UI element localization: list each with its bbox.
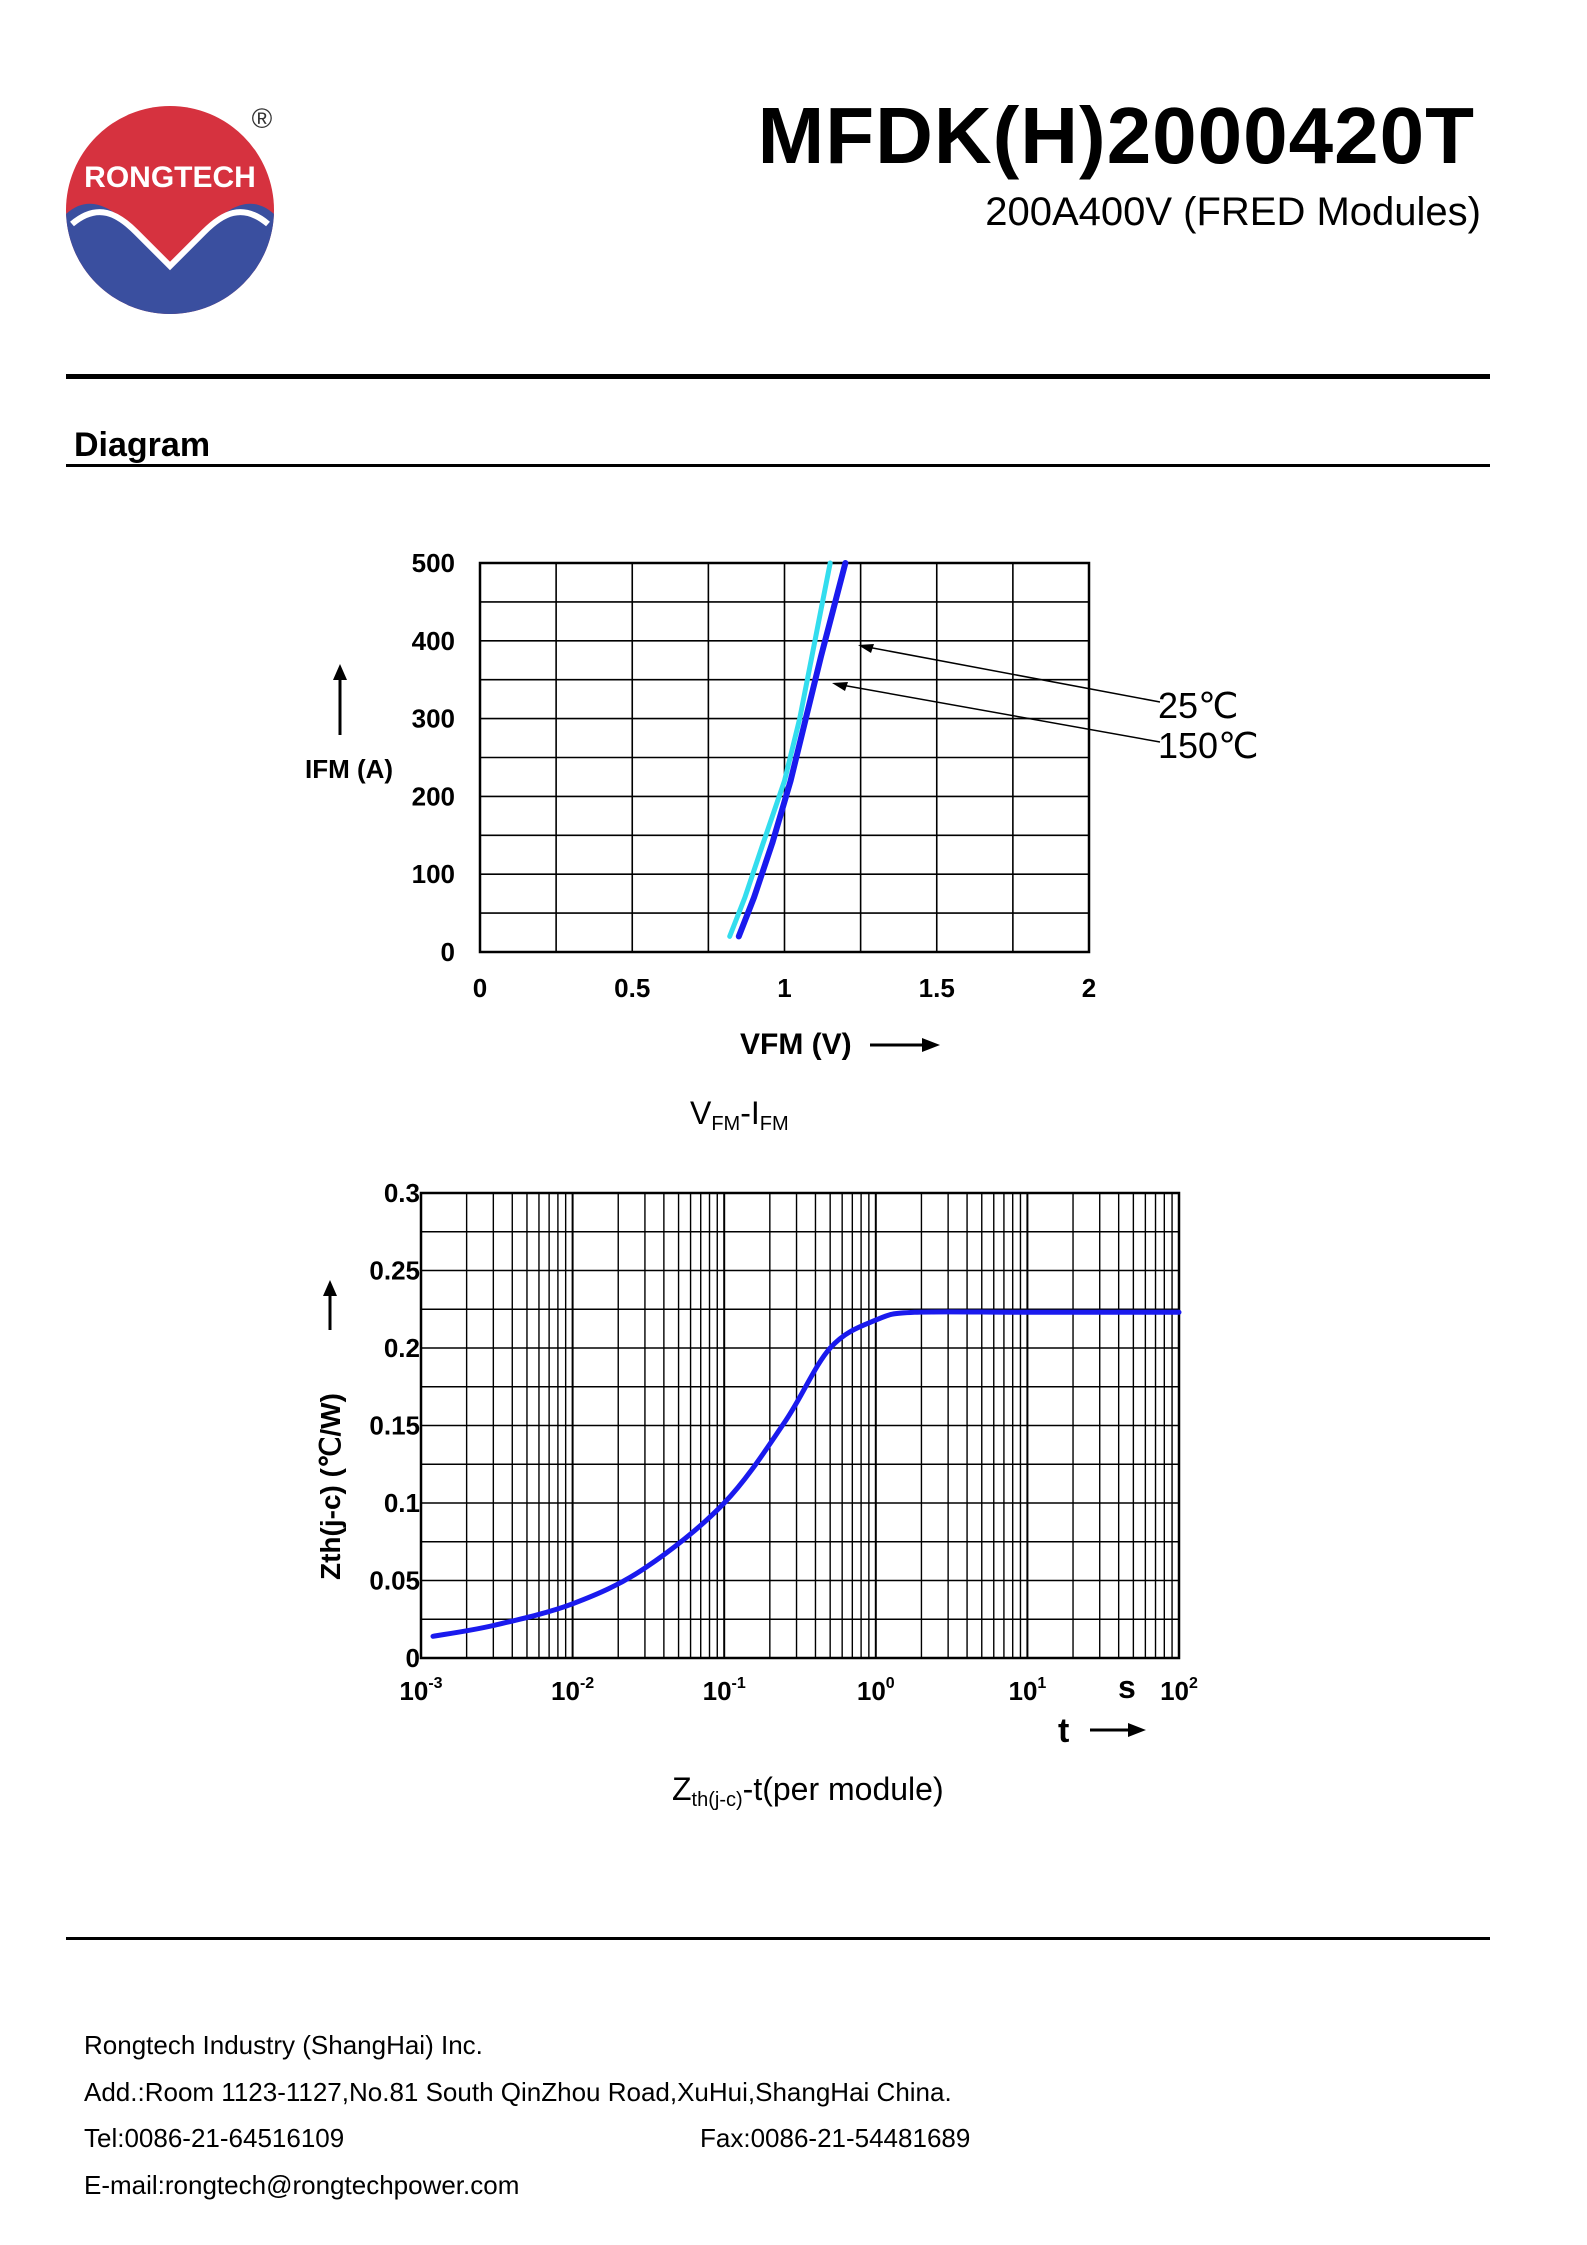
annotation-150c: 150℃ <box>1158 725 1259 766</box>
zth-y-tick-label: 0.3 <box>384 1178 420 1208</box>
vfm-ifm-chart: 0 0.5 1 1.5 2 0 100 200 300 400 500 IFM (A) VFM (V… <box>305 548 1259 1135</box>
ifm-arrow-head <box>333 664 347 680</box>
vfm-ifm-curve-150c <box>727 560 833 939</box>
ifm-y-tick-label: 500 <box>412 548 455 578</box>
time-x-tick-label: 10-2 <box>551 1675 594 1706</box>
time-x-tick-label: 10-3 <box>399 1675 442 1706</box>
zth-t-curve <box>430 1309 1182 1639</box>
zth-axis-label: Zth(j-c) (℃/W) <box>315 1393 346 1580</box>
annotation-arrowhead-150c <box>832 682 848 691</box>
zth-y-tick-label: 0.15 <box>369 1411 420 1441</box>
vfm-arrow-head <box>922 1038 940 1052</box>
vfm-x-tick-label: 2 <box>1082 973 1096 1003</box>
footer-tel: Tel:0086-21-64516109 <box>84 2123 345 2153</box>
vfm-ifm-grid <box>478 561 1091 954</box>
logo-text: RONGTECH <box>84 161 256 194</box>
footer-email: E-mail:rongtech@rongtechpower.com <box>84 2170 520 2200</box>
zth-t-caption: Zth(j-c)-t(per module) <box>672 1771 944 1811</box>
ifm-y-tick-label: 200 <box>412 781 455 811</box>
vfm-ifm-caption: VFM-IFM <box>690 1095 789 1135</box>
annotation-25c: 25℃ <box>1158 685 1238 726</box>
ifm-axis-label: IFM (A) <box>305 754 393 784</box>
zth-y-tick-label: 0 <box>406 1643 420 1673</box>
footer-address: Add.:Room 1123-1127,No.81 South QinZhou … <box>84 2077 952 2107</box>
vfm-x-tick-label: 0 <box>473 973 487 1003</box>
zth-arrow-head <box>323 1280 337 1296</box>
vfm-ifm-tick-labels: 0 0.5 1 1.5 2 0 100 200 300 400 500 <box>412 548 1097 1003</box>
time-x-tick-label: 100 <box>857 1675 895 1706</box>
ifm-y-tick-label: 0 <box>441 937 455 967</box>
vfm-x-tick-label: 1 <box>777 973 791 1003</box>
time-x-tick-label: 102 <box>1160 1675 1198 1706</box>
time-x-tick-label: 10-1 <box>703 1675 746 1706</box>
vfm-axis-label: VFM (V) <box>740 1028 852 1061</box>
zth-t-chart: 0 0.05 0.1 0.15 0.2 0.25 0.3 10-3 10-2 10-1 100 101… <box>315 1178 1198 1811</box>
vfm-x-tick-label: 0.5 <box>614 973 650 1003</box>
time-unit-label: s <box>1118 1669 1136 1705</box>
footer-divider <box>66 1937 1490 1940</box>
part-subtitle: 200A400V (FRED Modules) <box>985 190 1481 234</box>
vfm-x-tick-label: 1.5 <box>919 973 955 1003</box>
rongtech-logo: RONGTECH ® <box>66 103 274 314</box>
zth-t-tick-labels: 0 0.05 0.1 0.15 0.2 0.25 0.3 10-3 10-2 10-1 100 101… <box>369 1178 1198 1706</box>
annotation-arrowhead-25c <box>858 644 874 653</box>
part-number: MFDK(H)2000420T <box>757 91 1475 180</box>
zth-y-tick-label: 0.2 <box>384 1333 420 1363</box>
section-divider <box>66 464 1490 467</box>
annotation-leader-25c <box>861 645 1161 703</box>
time-arrow-head <box>1128 1723 1146 1737</box>
ifm-y-tick-label: 300 <box>412 704 455 734</box>
time-axis-label: t <box>1058 1712 1069 1750</box>
header-divider <box>66 374 1490 379</box>
ifm-y-tick-label: 100 <box>412 859 455 889</box>
zth-t-series <box>430 1309 1182 1639</box>
vfm-ifm-curve-25c <box>735 560 849 940</box>
annotation-leader-150c <box>835 683 1161 743</box>
registered-mark: ® <box>252 103 273 134</box>
zth-y-tick-label: 0.25 <box>369 1256 420 1286</box>
zth-t-grid <box>419 1191 1181 1660</box>
ifm-y-tick-label: 400 <box>412 626 455 656</box>
zth-y-tick-label: 0.1 <box>384 1488 420 1518</box>
zth-y-tick-label: 0.05 <box>369 1566 420 1596</box>
vfm-ifm-series <box>727 560 849 940</box>
footer-fax: Fax:0086-21-54481689 <box>700 2123 971 2153</box>
footer-company: Rongtech Industry (ShangHai) Inc. <box>84 2030 483 2060</box>
time-x-tick-label: 101 <box>1008 1675 1046 1706</box>
section-title: Diagram <box>74 426 211 464</box>
